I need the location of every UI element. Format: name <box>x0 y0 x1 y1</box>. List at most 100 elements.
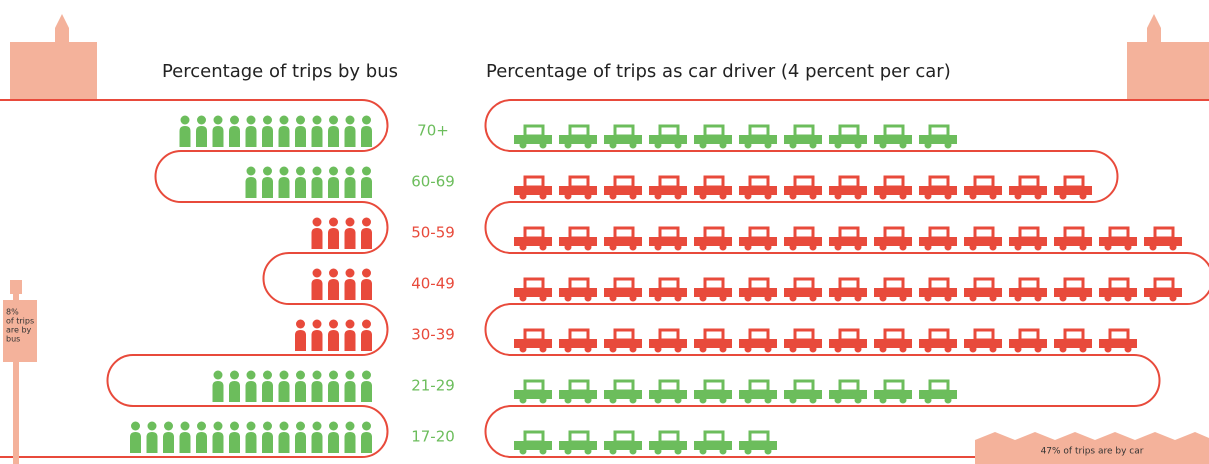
car-wheel <box>879 141 887 149</box>
car-wheel <box>944 243 952 251</box>
car-wheel <box>764 396 772 404</box>
person-head <box>312 421 322 431</box>
car-wheel <box>809 192 817 200</box>
car-body <box>559 288 597 297</box>
person-head <box>329 421 338 431</box>
car-wheel <box>989 192 997 200</box>
car-wheel <box>674 243 682 251</box>
car-wheel <box>519 192 527 200</box>
car-wheel <box>539 192 547 200</box>
pictograph-row <box>514 124 957 149</box>
car-roof <box>523 430 545 444</box>
car-wheel <box>674 345 682 353</box>
car-wheel <box>609 447 617 455</box>
pictograph-row <box>245 166 372 198</box>
car-wheel <box>699 243 707 251</box>
car-wheel <box>744 345 752 353</box>
car-wheel <box>699 294 707 302</box>
car-wheel <box>584 192 592 200</box>
person-body <box>361 279 372 300</box>
car-wheel <box>1079 294 1087 302</box>
person-head <box>345 115 355 125</box>
car-wheel <box>834 294 842 302</box>
car-roof <box>973 175 995 189</box>
car-wheel <box>969 294 977 302</box>
car-roof <box>703 379 725 393</box>
person-body <box>245 432 257 453</box>
car-body <box>514 186 552 195</box>
car-roof <box>568 226 590 240</box>
car-wheel <box>944 396 952 404</box>
car-roof <box>1063 226 1085 240</box>
person-head <box>279 370 289 380</box>
car-body <box>514 237 552 246</box>
car-wheel <box>584 447 592 455</box>
person-body <box>245 177 257 198</box>
car-wheel <box>1014 192 1022 200</box>
person-head <box>312 217 322 227</box>
car-wheel <box>879 192 887 200</box>
car-wheel <box>899 294 907 302</box>
person-head <box>263 115 272 125</box>
person-body <box>262 381 273 402</box>
car-body <box>1009 288 1047 297</box>
car-roof <box>613 124 635 138</box>
car-roof <box>568 175 590 189</box>
car-wheel <box>944 192 952 200</box>
car-wheel <box>699 345 707 353</box>
pictograph-row <box>514 226 1182 251</box>
pictograph-row <box>514 175 1092 200</box>
car-body <box>1099 339 1137 348</box>
car-roof <box>1018 277 1040 291</box>
person-head <box>329 319 338 329</box>
person-body <box>278 177 290 198</box>
car-wheel <box>834 345 842 353</box>
car-wheel <box>609 396 617 404</box>
person-head <box>345 217 355 227</box>
car-body <box>784 186 822 195</box>
car-roof <box>928 277 950 291</box>
age-label: 50-59 <box>411 224 455 242</box>
car-roof <box>523 277 545 291</box>
car-wheel <box>674 141 682 149</box>
car-wheel <box>584 243 592 251</box>
car-roof <box>1018 175 1040 189</box>
car-wheel <box>674 396 682 404</box>
person-body <box>278 126 290 147</box>
person-head <box>246 370 256 380</box>
car-wheel <box>1169 243 1177 251</box>
person-body <box>361 126 372 147</box>
car-wheel <box>924 192 932 200</box>
person-head <box>329 268 338 278</box>
car-roof <box>1108 277 1130 291</box>
car-roof <box>523 226 545 240</box>
car-roof <box>658 430 680 444</box>
person-body <box>361 381 372 402</box>
car-body <box>1054 288 1092 297</box>
car-wheel <box>899 141 907 149</box>
car-wheel <box>1034 243 1042 251</box>
car-roof <box>658 379 680 393</box>
person-head <box>362 319 371 329</box>
car-wheel <box>584 294 592 302</box>
car-wheel <box>1034 192 1042 200</box>
person-head <box>329 370 338 380</box>
car-roof <box>973 226 995 240</box>
car-wheel <box>674 192 682 200</box>
car-roof <box>658 277 680 291</box>
person-head <box>329 115 338 125</box>
person-body <box>229 381 240 402</box>
car-title: Percentage of trips as car driver (4 per… <box>486 61 951 82</box>
car-body <box>1144 237 1182 246</box>
car-roof <box>658 175 680 189</box>
car-wheel <box>1149 243 1157 251</box>
car-wheel <box>944 294 952 302</box>
car-wheel <box>1079 243 1087 251</box>
car-body <box>784 390 822 399</box>
car-wheel <box>764 243 772 251</box>
car-wheel <box>1124 294 1132 302</box>
car-roof <box>523 124 545 138</box>
car-wheel <box>519 243 527 251</box>
car-body <box>649 390 687 399</box>
